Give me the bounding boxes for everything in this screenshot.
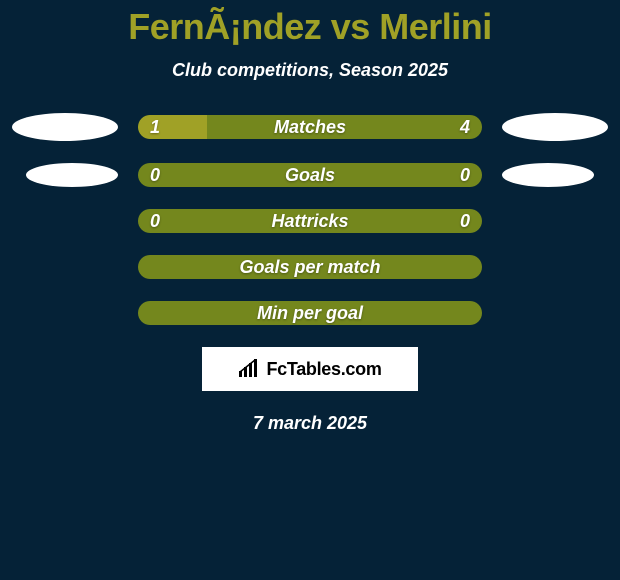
stat-bar: 1Matches4 — [138, 115, 482, 139]
player-left-icon — [12, 113, 118, 141]
stat-value-right: 0 — [460, 209, 470, 233]
stat-label: Hattricks — [138, 209, 482, 233]
stat-label: Goals — [138, 163, 482, 187]
stat-bar: 0Goals0 — [138, 163, 482, 187]
stat-row: 0Hattricks0 — [0, 209, 620, 233]
stat-row: Goals per match — [0, 255, 620, 279]
page-subtitle: Club competitions, Season 2025 — [0, 60, 620, 81]
stat-label: Min per goal — [138, 301, 482, 325]
logo-text: FcTables.com — [266, 359, 381, 380]
page-title: FernÃ¡ndez vs Merlini — [0, 6, 620, 48]
bar-chart-icon — [238, 359, 260, 379]
player-right-icon — [502, 113, 608, 141]
stat-row: 0Goals0 — [0, 163, 620, 187]
stat-row: Min per goal — [0, 301, 620, 325]
stat-rows: 1Matches40Goals00Hattricks0Goals per mat… — [0, 113, 620, 325]
stat-bar: Goals per match — [138, 255, 482, 279]
stat-bar: 0Hattricks0 — [138, 209, 482, 233]
stat-row: 1Matches4 — [0, 113, 620, 141]
stat-bar: Min per goal — [138, 301, 482, 325]
stat-value-right: 0 — [460, 163, 470, 187]
stat-label: Goals per match — [138, 255, 482, 279]
player-right-icon — [502, 163, 594, 187]
page: FernÃ¡ndez vs Merlini Club competitions,… — [0, 0, 620, 580]
footer-date: 7 march 2025 — [0, 413, 620, 434]
stat-label: Matches — [138, 115, 482, 139]
stat-value-right: 4 — [460, 115, 470, 139]
logo-box: FcTables.com — [202, 347, 418, 391]
player-left-icon — [26, 163, 118, 187]
